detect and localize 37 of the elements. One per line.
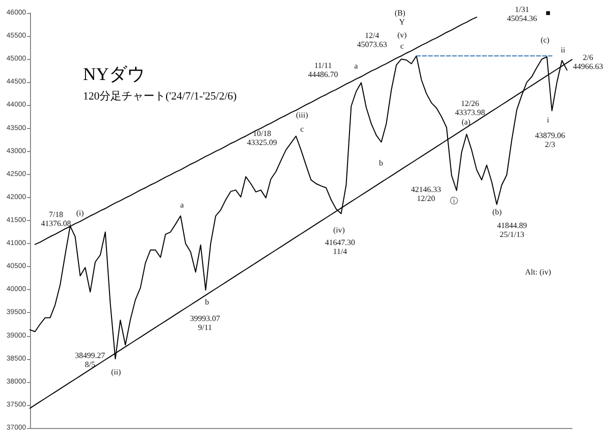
annotation: (a) <box>462 118 471 126</box>
annotation: 10/18 43325.09 <box>247 129 277 147</box>
annotation: 38499.27 8/5 <box>75 351 105 369</box>
annotation: (iv) <box>333 226 346 234</box>
text: NYダウ <box>83 64 145 84</box>
annotation: 43879.06 2/3 <box>535 131 565 149</box>
annotation: b <box>379 158 383 168</box>
line-series <box>30 59 572 409</box>
annotation: (b) <box>492 208 502 216</box>
annotation: 1/31 45054.36 <box>507 5 537 23</box>
annotation: i <box>546 116 550 124</box>
annotation: c <box>400 42 404 50</box>
annotation: Y <box>399 18 406 26</box>
annotation: ii <box>560 46 566 54</box>
annotation: c <box>300 124 304 134</box>
annotation: ■ <box>546 8 551 18</box>
annotation: (B) <box>394 8 406 18</box>
annotation: 12/4 45073.63 <box>357 31 387 49</box>
text: 2/6 44966.63 <box>573 53 603 71</box>
annotation: 42146.33 12/20 <box>411 185 441 203</box>
text: 120分足チャート('24/7/1-'25/2/6) <box>83 90 238 102</box>
annotation: (c) <box>540 36 550 44</box>
annotation: 39993.07 9/11 <box>190 314 220 332</box>
annotation: Alt: (iv) <box>525 268 552 276</box>
annotation: (ii) <box>111 368 122 376</box>
annotation: b <box>205 298 209 306</box>
annotation: a <box>354 62 358 70</box>
annotation: ⓘ <box>450 196 458 206</box>
annotation: (i) <box>76 208 84 218</box>
annotation: (v) <box>397 30 407 40</box>
annotation: 7/18 41376.08 <box>41 210 71 228</box>
annotation: 11/11 44486.70 <box>308 61 338 79</box>
annotation: 41844.89 25/1/13 <box>497 221 527 239</box>
annotation: 41647.30 11/4 <box>325 238 355 256</box>
annotation: 12/26 43373.98 <box>455 99 485 117</box>
annotation: a <box>180 200 184 210</box>
annotation: (iii) <box>296 110 308 120</box>
